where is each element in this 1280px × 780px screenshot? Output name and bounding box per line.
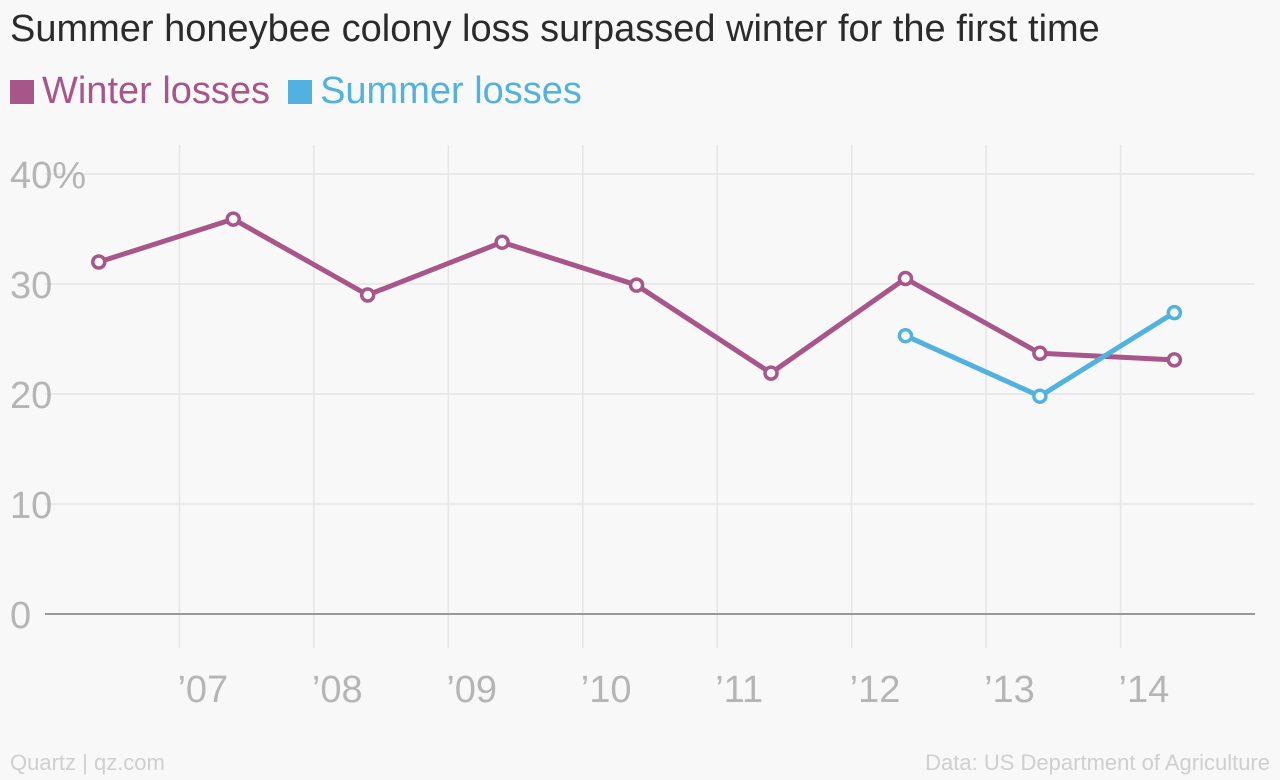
y-tick-label-1: 10 (10, 485, 52, 527)
legend-label-summer: Summer losses (320, 70, 582, 112)
series-1 (897, 304, 1183, 404)
series-0-point-0 (91, 254, 107, 270)
series-0-point-3 (494, 234, 510, 250)
series-0 (91, 211, 1183, 381)
x-tick-label-2: ’09 (446, 669, 497, 711)
y-tick-label-4: 40% (10, 155, 86, 197)
x-tick-label-0: ’07 (177, 669, 228, 711)
y-tick-label-3: 30 (10, 265, 52, 307)
x-tick-label-5: ’12 (850, 669, 901, 711)
x-tick-label-4: ’11 (715, 669, 763, 711)
grid-layer (45, 145, 1255, 648)
series-1-point-1 (1032, 388, 1048, 404)
y-tick-label-2: 20 (10, 375, 52, 417)
series-layer (91, 211, 1183, 404)
legend-item-winter: Winter losses (10, 70, 270, 113)
x-tick-label-7: ’14 (1119, 669, 1170, 711)
y-tick-label-0: 0 (10, 595, 31, 637)
series-0-point-2 (359, 287, 376, 303)
x-tick-label-3: ’10 (581, 669, 632, 711)
series-0-point-7 (1032, 345, 1048, 362)
chart-legend: Winter losses Summer losses (10, 70, 600, 113)
series-line-0 (96, 216, 1177, 376)
page-title: Summer honeybee colony loss surpassed wi… (10, 8, 1100, 50)
axis-layer: 0 10 20 30 40% ’07 ’08 ’09 ’10 ’11 ’12 ’13 ’14 (10, 155, 1169, 711)
legend-swatch-summer (288, 79, 313, 104)
series-0-point-8 (1166, 352, 1183, 368)
legend-item-summer: Summer losses (288, 70, 582, 113)
series-1-point-2 (1166, 304, 1183, 321)
series-1-point-0 (897, 327, 914, 344)
footer-source-left: Quartz | qz.com (10, 750, 165, 775)
series-0-point-6 (897, 270, 914, 287)
series-0-point-1 (225, 211, 241, 227)
footer-source-right: Data: US Department of Agriculture (925, 750, 1270, 775)
series-0-point-5 (763, 365, 779, 381)
series-0-point-4 (628, 277, 645, 293)
x-tick-label-6: ’13 (984, 669, 1035, 711)
legend-swatch-winter (10, 79, 34, 104)
x-tick-label-1: ’08 (312, 669, 363, 711)
legend-label-winter: Winter losses (42, 70, 271, 112)
